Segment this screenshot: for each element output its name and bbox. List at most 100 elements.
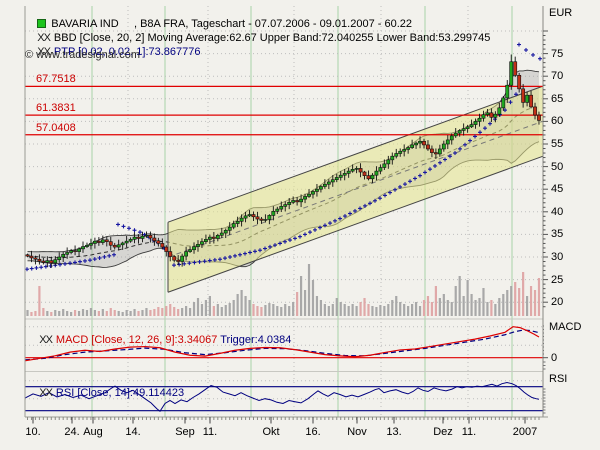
candle-body: [338, 174, 343, 178]
volume-bar: [529, 286, 533, 316]
volume-bar: [70, 312, 73, 316]
candle-body: [410, 144, 415, 148]
candle-body: [386, 159, 391, 165]
bbd-legend-line[interactable]: XX BBD [Close, 20, 2] Moving Average:62.6…: [25, 20, 490, 56]
candle-body: [326, 181, 331, 185]
volume-bar: [518, 288, 521, 316]
volume-bar: [181, 308, 184, 316]
candle-body: [196, 244, 200, 247]
candle-body: [453, 132, 458, 137]
candle-body: [319, 186, 323, 190]
volume-bar: [224, 305, 227, 316]
volume-bar: [248, 300, 251, 316]
candle-body: [350, 169, 355, 172]
volume-bar: [296, 292, 299, 316]
candle-body: [148, 235, 153, 239]
macd-legend-line[interactable]: XX MACD [Close, 12, 26, 9]:3.34067 Trigge…: [27, 322, 291, 358]
volume-bar: [462, 296, 465, 316]
candle-body: [477, 117, 482, 122]
macd-trigger-legend: Trigger:4.0384: [217, 334, 292, 346]
volume-bar: [121, 312, 124, 316]
date-tick-label: Dez: [433, 426, 453, 438]
candle-body: [247, 214, 252, 217]
candle-body: [57, 256, 62, 261]
volume-bar: [422, 300, 426, 316]
volume-bar: [387, 304, 390, 316]
price-tick-label: 55: [551, 138, 564, 150]
date-tick-label: 13.: [386, 426, 402, 438]
candle-body: [243, 215, 248, 219]
macd-axis-label: MACD: [549, 321, 582, 333]
price-tick-label: 25: [551, 273, 564, 286]
price-tick-label: 40: [551, 205, 564, 218]
candle-body: [120, 242, 125, 246]
volume-bar: [525, 296, 529, 316]
candle-body: [176, 259, 181, 262]
candle-body: [382, 163, 387, 168]
candle-body: [465, 126, 470, 129]
rsi-line: [24, 381, 540, 413]
volume-bar: [446, 300, 449, 316]
candle-body: [418, 140, 422, 144]
candle-body: [164, 246, 169, 252]
bbd-legend: BBD [Close, 20, 2] Moving Average:62.67 …: [53, 32, 491, 44]
candle-body: [89, 243, 93, 246]
volume-bar: [101, 309, 104, 316]
volume-bar: [196, 298, 200, 316]
volume-bar: [220, 307, 223, 316]
chart-title-line: BAVARIA IND , B8A FRA, Tageschart - 07.0…: [25, 6, 412, 42]
volume-bar: [288, 306, 291, 316]
candle-body: [354, 168, 359, 170]
price-tick-label: 70: [551, 70, 564, 83]
volume-bar: [458, 276, 461, 316]
candle-body: [307, 193, 311, 197]
volume-bar: [514, 282, 517, 316]
candle-body: [485, 112, 490, 115]
candle-body: [430, 148, 434, 153]
candle-body: [53, 259, 58, 264]
volume-bar: [363, 298, 366, 316]
indicator-icon: XX: [39, 334, 53, 346]
volume-bar: [391, 300, 394, 316]
candle-body: [49, 260, 54, 264]
ptp-legend-line[interactable]: XX PTP [0.02, 0.02, 1]:73.867776: [25, 34, 201, 70]
volume-bar: [117, 311, 120, 316]
volume-bar: [66, 311, 69, 316]
candle-body: [473, 121, 478, 125]
candle-body: [188, 249, 192, 252]
candle-body: [537, 114, 541, 121]
candle-body: [271, 211, 276, 216]
candle-body: [489, 112, 494, 118]
volume-bar: [399, 302, 402, 316]
volume-bar: [414, 302, 418, 316]
volume-bar: [46, 311, 49, 316]
candle-body: [211, 236, 216, 239]
volume-bar: [133, 309, 136, 316]
date-tick-label: 14.: [125, 426, 141, 438]
volume-bar: [482, 288, 485, 316]
volume-bar: [418, 306, 422, 316]
candle-body: [461, 128, 466, 131]
volume-bar: [109, 308, 112, 316]
candle-body: [140, 235, 145, 239]
volume-bar: [240, 290, 243, 316]
rsi-legend-line[interactable]: XX RSI [Close, 14]:49.114423: [27, 375, 184, 411]
candle-body: [406, 147, 411, 150]
volume-bar: [97, 311, 100, 316]
candle-body: [93, 240, 97, 244]
candle-body: [433, 152, 438, 155]
ptp-legend: PTP [0.02, 0.02, 1]:73.867776: [53, 46, 201, 58]
candle-body: [287, 202, 292, 205]
volume-bar: [204, 300, 208, 316]
candle-body: [501, 97, 506, 109]
price-tick-label: 30: [551, 251, 564, 263]
candle-body: [100, 239, 105, 243]
volume-bar: [510, 286, 513, 316]
candle-body: [275, 208, 280, 212]
volume-bar: [454, 286, 457, 316]
date-tick-label: 10.: [25, 426, 41, 438]
candle-body: [25, 254, 30, 257]
volume-bar: [192, 302, 196, 316]
volume-bar: [81, 309, 85, 316]
